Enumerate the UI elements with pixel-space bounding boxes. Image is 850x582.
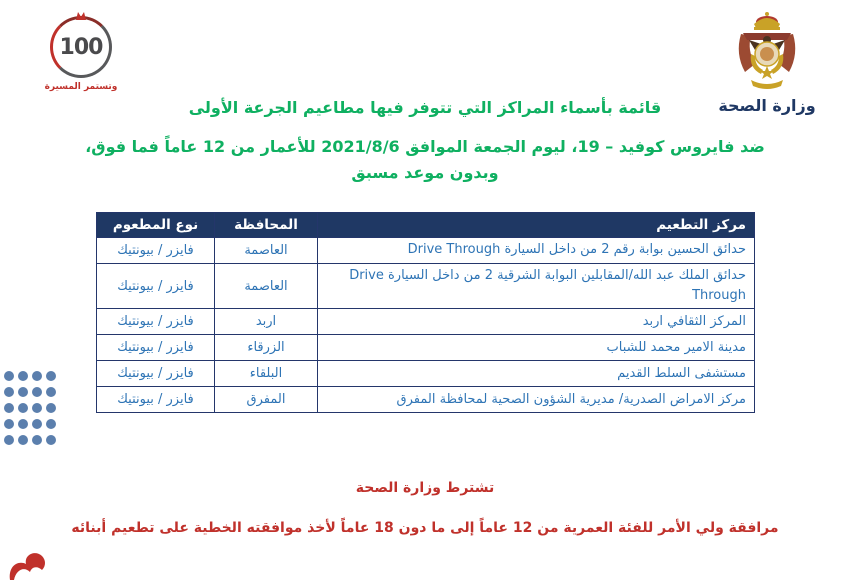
title-line-2: ضد فايروس كوفيد – 19، ليوم الجمعة المواف… (85, 137, 765, 156)
center-name-cell: حدائق الحسين بوابة رقم 2 من داخل السيارة… (317, 237, 755, 264)
center-name-cell: حدائق الملك عبد الله/المقابلين البوابة ا… (317, 262, 755, 310)
vaccine-type-cell: فايزر / بيونتيك (96, 237, 215, 264)
red-flourish-icon (9, 553, 46, 580)
vaccination-centers-table: مركز التطعيم المحافظة نوع المطعوم حدائق … (96, 212, 755, 414)
center-name-cell: المركز الثقافي اربد (317, 308, 755, 336)
centennial-tagline: وتستمر المسيرة (44, 82, 118, 92)
center-name-cell: مدينة الامير محمد للشباب (317, 334, 755, 362)
vaccine-type-cell: فايزر / بيونتيك (96, 308, 215, 336)
centennial-logo: 100 وتستمر المسيرة (38, 12, 124, 92)
governorate-cell: اربد (214, 308, 318, 336)
table-row: المركز الثقافي اربد اربد فايزر / بيونتيك (96, 308, 755, 336)
title-line-3: وبدون موعد مسبق (351, 162, 499, 182)
condition-heading: تشترط وزارة الصحة (355, 480, 495, 496)
dot-pattern-icon (4, 371, 56, 445)
governorate-cell: المفرق (214, 386, 318, 414)
table-row: مستشفى السلط القديم البلقاء فايزر / بيون… (96, 360, 755, 388)
table-header-row: مركز التطعيم المحافظة نوع المطعوم (96, 212, 755, 238)
header-vaccine: نوع المطعوم (96, 212, 215, 238)
table-row: حدائق الحسين بوابة رقم 2 من داخل السيارة… (96, 237, 755, 264)
centennial-number: 100 (59, 34, 104, 60)
vaccine-type-cell: فايزر / بيونتيك (96, 262, 215, 310)
table-row: مركز الامراض الصدرية/ مديرية الشؤون الصح… (96, 386, 755, 414)
title-line-1: قائمة بأسماء المراكز التي تتوفر فيها مطا… (188, 98, 662, 117)
header-governorate: المحافظة (214, 212, 318, 238)
center-name-cell: مركز الامراض الصدرية/ مديرية الشؤون الصح… (317, 386, 755, 414)
table-row: حدائق الملك عبد الله/المقابلين البوابة ا… (96, 262, 755, 310)
vaccine-type-cell: فايزر / بيونتيك (96, 334, 215, 362)
centennial-circle-icon: 100 (50, 12, 112, 78)
governorate-cell: العاصمة (214, 262, 318, 310)
governorate-cell: البلقاء (214, 360, 318, 388)
crown-accent-icon (76, 12, 86, 20)
table-row: مدينة الامير محمد للشباب الزرقاء فايزر /… (96, 334, 755, 362)
centers-table-body: حدائق الحسين بوابة رقم 2 من داخل السيارة… (96, 237, 755, 414)
vaccine-type-cell: فايزر / بيونتيك (96, 386, 215, 414)
center-name-cell: مستشفى السلط القديم (317, 360, 755, 388)
document-title: قائمة بأسماء المراكز التي تتوفر فيها مطا… (60, 96, 790, 184)
governorate-cell: الزرقاء (214, 334, 318, 362)
vaccine-type-cell: فايزر / بيونتيك (96, 360, 215, 388)
condition-text: مرافقة ولي الأمر للفئة العمرية من 12 عام… (71, 520, 779, 536)
governorate-cell: العاصمة (214, 237, 318, 264)
jordan-coat-of-arms-icon (738, 12, 796, 89)
ministry-logo: وزارة الصحة (712, 10, 822, 115)
ministry-name: وزارة الصحة (718, 96, 816, 115)
header-center: مركز التطعيم (317, 212, 755, 238)
